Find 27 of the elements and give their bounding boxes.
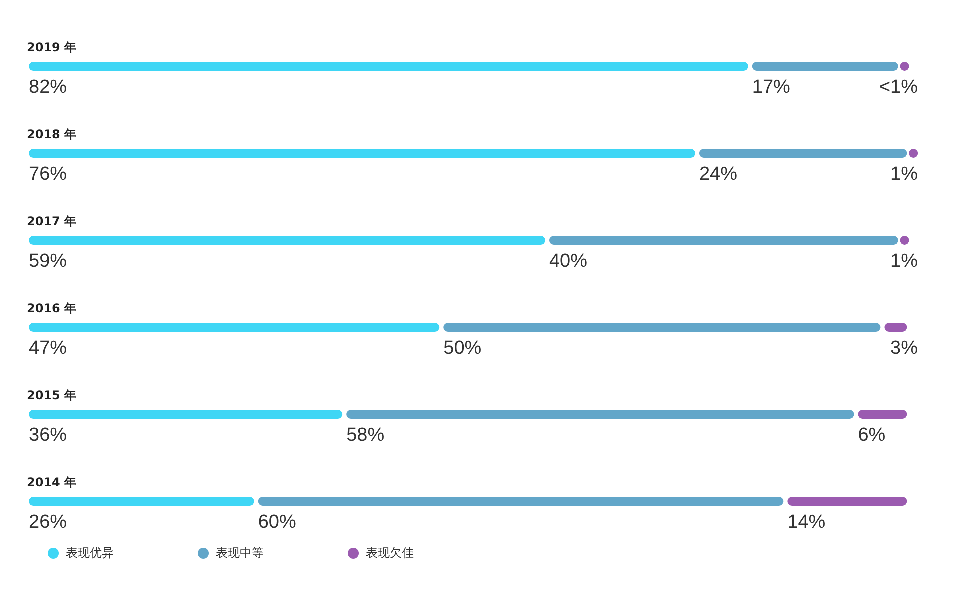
y-tick-label: 2018 年 <box>27 128 77 142</box>
legend-label: 表现优异 <box>65 545 115 562</box>
legend-label: 表现欠佳 <box>365 545 415 562</box>
data-label: 47% <box>29 338 68 359</box>
data-label: 82% <box>29 77 68 98</box>
data-label: 14% <box>788 512 826 533</box>
y-tick-label: 2016 年 <box>27 302 77 316</box>
data-label: 17% <box>752 77 791 98</box>
data-label: 40% <box>549 251 588 272</box>
data-label: 1% <box>890 251 918 272</box>
data-label: 36% <box>29 425 68 446</box>
data-label: 1% <box>890 164 918 185</box>
y-tick-label: 2019 年 <box>27 40 77 54</box>
data-label: <1% <box>879 77 918 98</box>
legend-label: 表现中等 <box>215 545 265 562</box>
y-tick-label: 2015 年 <box>27 388 77 402</box>
data-label: 59% <box>29 251 68 272</box>
y-tick-label: 2014 年 <box>27 476 77 490</box>
data-label: 76% <box>29 164 68 185</box>
data-label: 60% <box>258 512 297 533</box>
data-label: 50% <box>444 338 482 359</box>
y-tick-label: 2017 年 <box>27 214 77 228</box>
data-label: 26% <box>29 512 68 533</box>
data-label: 58% <box>346 425 385 446</box>
data-label: 24% <box>699 164 738 185</box>
data-label: 3% <box>890 338 918 359</box>
data-label: 6% <box>858 425 886 446</box>
